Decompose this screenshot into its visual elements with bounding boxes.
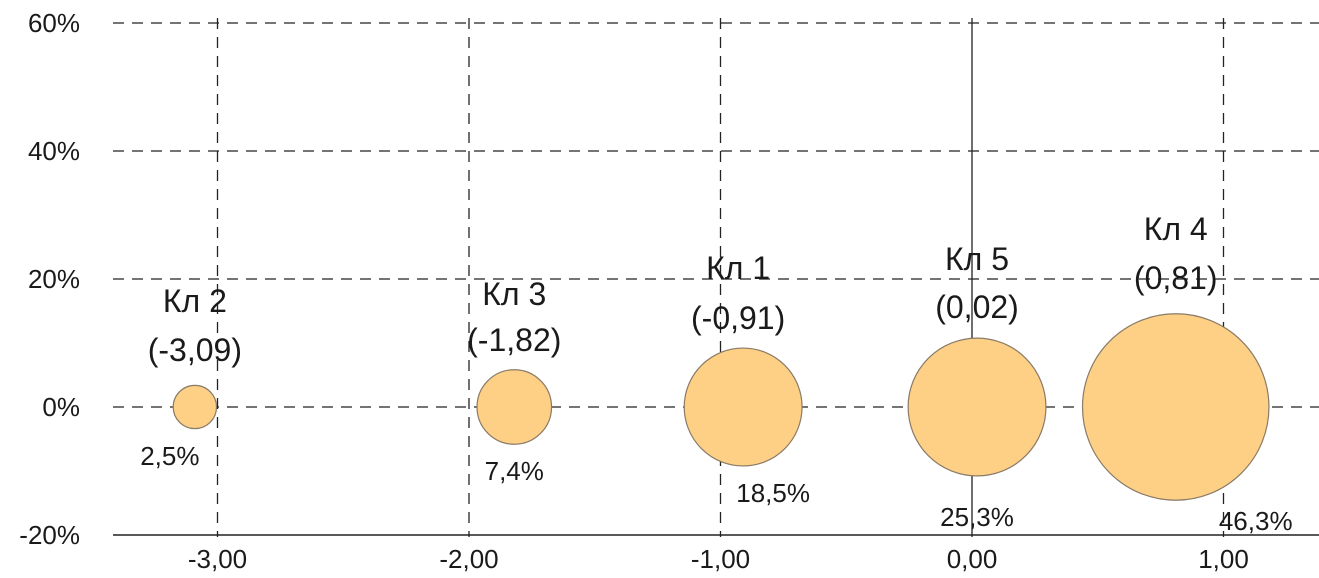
bubble-value-label: (-3,09) — [148, 332, 242, 368]
bubble-name-label: Кл 4 — [1144, 211, 1208, 247]
y-tick-label: 40% — [28, 136, 80, 166]
x-tick-label: -2,00 — [439, 544, 498, 574]
bubble — [683, 347, 803, 467]
y-tick-label: -20% — [19, 520, 80, 550]
bubble-name-label: Кл 5 — [945, 241, 1009, 277]
bubble — [907, 337, 1047, 477]
bubble-name-label: Кл 1 — [706, 250, 770, 286]
x-tick-label: 0,00 — [947, 544, 998, 574]
x-tick-label: 1,00 — [1198, 544, 1249, 574]
bubble-name-label: Кл 2 — [163, 283, 227, 319]
bubble — [476, 369, 553, 445]
bubble-value-label: (-0,91) — [691, 300, 785, 336]
y-tick-label: 60% — [28, 8, 80, 38]
bubble-value-label: (0,81) — [1134, 260, 1218, 296]
bubble-value-label: (0,02) — [935, 289, 1019, 325]
y-tick-label: 20% — [28, 264, 80, 294]
bubble-share-label: 25,3% — [940, 502, 1014, 532]
bubble-share-label: 18,5% — [736, 478, 810, 508]
x-tick-label: -3,00 — [188, 544, 247, 574]
bubble-share-label: 2,5% — [140, 441, 199, 471]
y-tick-label: 0% — [42, 392, 80, 422]
bubble-share-label: 7,4% — [485, 456, 544, 486]
bubble-value-label: (-1,82) — [467, 322, 561, 358]
x-tick-label: -1,00 — [691, 544, 750, 574]
bubble — [172, 384, 218, 430]
bubble-share-label: 46,3% — [1219, 506, 1293, 536]
labels: -20% 0% 20% 40% 60% -3,00 -2,00 -1,00 0,00 1,00 Кл… — [19, 8, 1292, 574]
bubble-name-label: Кл 3 — [482, 276, 546, 312]
bubble — [1081, 313, 1270, 501]
bubbles — [172, 313, 1270, 501]
